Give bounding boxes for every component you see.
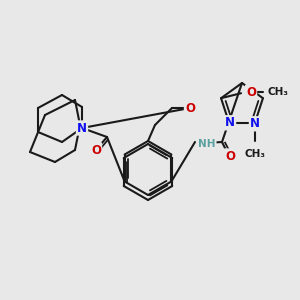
Text: O: O xyxy=(225,149,235,163)
Text: N: N xyxy=(225,116,235,129)
Text: NH: NH xyxy=(198,139,215,149)
Text: N: N xyxy=(250,117,260,130)
Text: O: O xyxy=(246,86,256,99)
Text: CH₃: CH₃ xyxy=(244,149,266,159)
Text: O: O xyxy=(185,101,195,115)
Text: CH₃: CH₃ xyxy=(267,87,288,97)
Text: O: O xyxy=(91,143,101,157)
Text: N: N xyxy=(77,122,87,134)
